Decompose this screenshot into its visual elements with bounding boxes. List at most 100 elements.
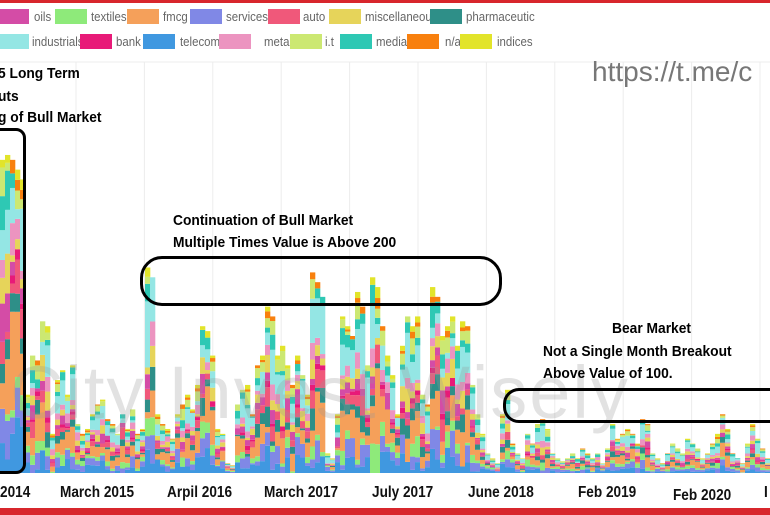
bar-segment-telecom[interactable] [505, 467, 511, 473]
bar-segment-oils[interactable] [255, 402, 261, 410]
bar-segment-indices[interactable] [60, 370, 66, 373]
bar-segment-pharmaceutic[interactable] [230, 469, 236, 471]
bar-segment-metals[interactable] [635, 449, 641, 453]
bar-segment-indices[interactable] [585, 453, 591, 455]
bar-segment-fmcg[interactable] [525, 456, 531, 460]
bar-segment-metals[interactable] [60, 404, 66, 410]
bar-segment-services[interactable] [750, 464, 756, 470]
bar-segment-bank[interactable] [250, 439, 256, 442]
bar-segment-indices[interactable] [690, 443, 696, 445]
bar-segment-textiles[interactable] [340, 450, 346, 466]
bar-segment-it[interactable] [65, 397, 71, 401]
bar-segment-textiles[interactable] [665, 469, 671, 472]
bar-segment-metals[interactable] [325, 463, 331, 464]
bar-segment-it[interactable] [140, 431, 146, 433]
bar-segment-industrials[interactable] [100, 406, 106, 420]
bar-segment-bank[interactable] [445, 390, 451, 398]
bar-segment-textiles[interactable] [85, 455, 91, 459]
bar-segment-pharmaceutic[interactable] [460, 414, 466, 433]
bar-segment-telecom[interactable] [90, 465, 96, 473]
bar-segment-bank[interactable] [125, 448, 131, 450]
bar-segment-pharmaceutic[interactable] [35, 399, 41, 415]
bar-segment-industrials[interactable] [40, 341, 46, 355]
bar-segment-metals[interactable] [390, 410, 396, 419]
bar-segment-indices[interactable] [210, 355, 216, 359]
bar-segment-industrials[interactable] [675, 453, 681, 459]
bar-segment-indices[interactable] [100, 399, 106, 402]
bar-segment-bank[interactable] [395, 432, 401, 435]
bar-segment-pharmaceutic[interactable] [705, 462, 711, 464]
bar-segment-indices[interactable] [305, 394, 311, 397]
bar-segment-oils[interactable] [80, 454, 86, 457]
bar-segment-textiles[interactable] [370, 443, 376, 473]
bar-segment-textiles[interactable] [390, 442, 396, 453]
bar-segment-it[interactable] [280, 350, 286, 372]
bar-segment-miscellaneous[interactable] [190, 431, 196, 436]
bar-segment-indices[interactable] [325, 453, 331, 455]
bar-segment-pharmaceutic[interactable] [475, 444, 481, 450]
bar-segment-textiles[interactable] [490, 467, 496, 470]
legend-label-indices[interactable]: indices [497, 34, 533, 49]
bar-segment-auto[interactable] [650, 464, 656, 465]
bar-segment-pharmaceutic[interactable] [320, 387, 326, 403]
bar-segment-media[interactable] [540, 423, 546, 426]
bar-segment-pharmaceutic[interactable] [595, 465, 601, 468]
bar-segment-it[interactable] [160, 425, 166, 431]
bar-segment-miscellaneous[interactable] [435, 336, 441, 348]
bar-segment-services[interactable] [510, 462, 516, 468]
bar-segment-auto[interactable] [550, 462, 556, 465]
bar-segment-media[interactable] [255, 378, 261, 386]
bar-segment-pharmaceutic[interactable] [275, 419, 281, 432]
bar-segment-miscellaneous[interactable] [615, 448, 621, 451]
bar-segment-services[interactable] [105, 466, 111, 470]
bar-segment-auto[interactable] [545, 451, 551, 455]
bar-segment-services[interactable] [335, 455, 341, 463]
bar-segment-media[interactable] [215, 435, 221, 438]
bar-segment-indices[interactable] [670, 443, 676, 445]
bar-segment-media[interactable] [265, 327, 271, 333]
bar-segment-telecom[interactable] [640, 468, 646, 473]
bar-segment-oils[interactable] [215, 448, 221, 453]
bar-segment-bank[interactable] [525, 453, 531, 456]
bar-segment-miscellaneous[interactable] [315, 345, 321, 356]
bar-segment-pharmaceutic[interactable] [685, 461, 691, 465]
bar-segment-industrials[interactable] [455, 368, 461, 385]
bar-segment-metals[interactable] [65, 413, 71, 424]
bar-segment-na[interactable] [400, 350, 406, 354]
bar-segment-metals[interactable] [460, 381, 466, 391]
bar-segment-pharmaceutic[interactable] [450, 386, 456, 396]
bar-segment-telecom[interactable] [40, 450, 46, 473]
bar-segment-bank[interactable] [85, 451, 91, 454]
bar-segment-telecom[interactable] [745, 470, 751, 473]
bar-segment-miscellaneous[interactable] [5, 253, 11, 294]
bar-segment-textiles[interactable] [645, 467, 651, 471]
bar-segment-services[interactable] [490, 469, 496, 471]
bar-segment-textiles[interactable] [30, 455, 36, 465]
bar-segment-na[interactable] [180, 404, 186, 409]
legend-label-miscellaneous[interactable]: miscellaneous [365, 9, 438, 24]
bar-segment-services[interactable] [230, 471, 236, 473]
bar-segment-it[interactable] [410, 338, 416, 355]
bar-segment-textiles[interactable] [225, 470, 231, 471]
bar-segment-telecom[interactable] [80, 471, 86, 473]
bar-segment-services[interactable] [310, 459, 316, 468]
bar-segment-industrials[interactable] [670, 447, 676, 454]
bar-segment-telecom[interactable] [65, 459, 71, 473]
bar-segment-it[interactable] [285, 368, 291, 381]
bar-segment-telecom[interactable] [385, 451, 391, 473]
bar-segment-textiles[interactable] [40, 441, 46, 451]
bar-segment-indices[interactable] [450, 316, 456, 322]
bar-segment-services[interactable] [305, 463, 311, 466]
bar-segment-bank[interactable] [575, 462, 581, 464]
bar-segment-industrials[interactable] [730, 456, 736, 462]
bar-segment-services[interactable] [420, 468, 426, 471]
bar-segment-metals[interactable] [175, 421, 181, 424]
bar-segment-media[interactable] [10, 173, 16, 188]
bar-segment-industrials[interactable] [490, 461, 496, 464]
bar-segment-auto[interactable] [255, 409, 261, 424]
bar-segment-industrials[interactable] [440, 368, 446, 378]
bar-segment-textiles[interactable] [75, 459, 81, 465]
bar-segment-services[interactable] [605, 467, 611, 470]
bar-segment-bank[interactable] [70, 411, 76, 415]
bar-segment-auto[interactable] [360, 395, 366, 416]
